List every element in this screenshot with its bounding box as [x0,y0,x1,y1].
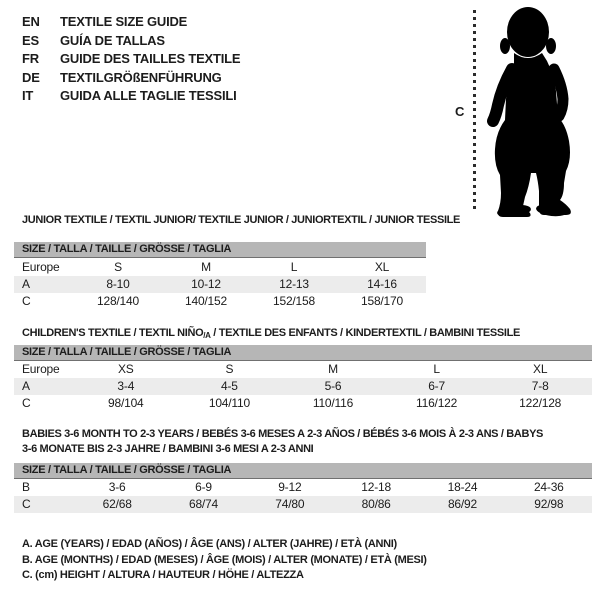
value-cell: 12-18 [361,480,391,494]
size-header-bar: SIZE / TALLA / TAILLE / GRÖSSE / TAGLIA [14,242,426,258]
row-label-cell: C [22,497,31,511]
language-code: EN [22,14,40,29]
language-title: GUIDA ALLE TAGLIE TESSILI [60,88,237,104]
value-cell: 140/152 [185,294,227,308]
table-row: A 3-4 4-5 5-6 6-7 7-8 [14,378,592,395]
height-measure-label: C [455,104,465,119]
value-cell: 5-6 [324,379,342,393]
baby-silhouette-icon [487,7,571,217]
height-dotted-line [473,10,476,211]
size-header-bar: SIZE / TALLA / TAILLE / GRÖSSE / TAGLIA [14,345,592,361]
value-cell: 98/104 [108,396,144,410]
language-code: FR [22,51,39,67]
row-label-cell: A [22,277,30,291]
size-cell: XL [374,260,390,274]
language-code: DE [22,69,40,85]
language-row-fr: FR GUIDE DES TAILLES TEXTILE [22,50,241,69]
value-cell: 8-10 [106,277,130,291]
row-label-cell: Europe [22,260,60,274]
language-row-it: IT GUIDA ALLE TAGLIE TESSILI [22,87,240,106]
value-cell: 4-5 [221,379,238,393]
legend-line-a: A. AGE (YEARS) / EDAD (AÑOS) / ÂGE (ANS)… [22,538,397,550]
size-cell: M [201,260,211,274]
size-cell: XL [533,362,548,376]
children-table-title: CHILDREN'S TEXTILE / TEXTIL NIÑO/A / TEX… [22,327,520,340]
row-label-cell: Europe [22,362,60,376]
junior-size-table: SIZE / TALLA / TAILLE / GRÖSSE / TAGLIA … [14,242,426,310]
value-cell: 6-7 [428,379,445,393]
size-cell: M [328,362,338,376]
size-cell: S [225,362,234,376]
value-cell: 80/86 [361,497,391,511]
value-cell: 104/110 [208,396,250,410]
legend-line-c: C. (cm) HEIGHT / ALTURA / HAUTEUR / HÖHE… [22,569,304,581]
size-cell: L [433,362,440,376]
language-title: GUIDE DES TAILLES TEXTILE [60,51,241,67]
value-cell: 110/116 [312,396,354,410]
language-title: GUÍA DE TALLAS [60,32,165,48]
value-cell: 6-9 [195,480,212,494]
row-label-cell: C [22,396,31,410]
language-row-es: ES GUÍA DE TALLAS [22,32,240,51]
table-row: Europe S M L XL [14,258,426,276]
value-cell: 116/122 [416,396,458,410]
value-cell: 152/158 [273,294,315,308]
value-cell: 62/68 [102,497,132,511]
size-cell: S [114,260,122,274]
value-cell: 12-13 [279,277,309,291]
value-cell: 7-8 [531,379,549,393]
row-label-cell: A [22,379,30,393]
value-cell: 24-36 [533,480,564,494]
row-label-cell: C [22,294,31,308]
legend-line-b: B. AGE (MONTHS) / EDAD (MESES) / ÂGE (MO… [22,553,427,566]
size-cell: XS [117,362,134,376]
children-title-post: / TEXTILE DES ENFANTS / KINDERTEXTIL / B… [210,327,520,339]
value-cell: 122/128 [519,396,562,410]
junior-table-title: JUNIOR TEXTILE / TEXTIL JUNIOR/ TEXTILE … [22,214,461,226]
row-label-cell: B [22,480,30,494]
value-cell: 9-12 [278,480,302,494]
table-row: A 8-10 10-12 12-13 14-16 [14,276,426,293]
table-row: Europe XS S M L XL [14,361,592,378]
language-title: TEXTILGRÖßENFÜHRUNG [60,69,222,85]
table-row: B 3-6 6-9 9-12 12-18 18-24 24-36 [14,479,592,496]
language-code: IT [22,88,34,104]
table-row: C 98/104 104/110 110/116 116/122 122/128 [14,395,592,412]
language-title-list: EN TEXTILE SIZE GUIDE ES GUÍA DE TALLAS … [22,13,241,106]
value-cell: 92/98 [534,497,564,511]
value-cell: 86/92 [447,497,477,511]
value-cell: 14-16 [367,277,397,291]
language-row-en: EN TEXTILE SIZE GUIDE [22,13,240,32]
babies-size-table: SIZE / TALLA / TAILLE / GRÖSSE / TAGLIA … [14,463,592,513]
language-code: ES [22,32,39,48]
children-title-pre: CHILDREN'S TEXTILE / TEXTIL NIÑO [22,327,204,339]
babies-table-title: BABIES 3-6 MONTH TO 2-3 YEARS / BEBÉS 3-… [22,428,544,455]
value-cell: 18-24 [447,480,478,494]
language-title: TEXTILE SIZE GUIDE [60,14,188,29]
value-cell: 128/140 [97,294,139,308]
value-cell: 3-6 [108,480,126,494]
language-row-de: DE TEXTILGRÖßENFÜHRUNG [22,69,240,88]
table-row: C 62/68 68/74 74/80 80/86 86/92 92/98 [14,496,592,513]
measurement-legend: A. AGE (YEARS) / EDAD (AÑOS) / ÂGE (ANS)… [22,537,427,584]
value-cell: 158/170 [361,294,403,308]
children-title-subscript: /A [203,331,211,340]
size-cell: L [290,260,298,274]
table-row: C 128/140 140/152 152/158 158/170 [14,293,426,310]
value-cell: 3-4 [117,379,135,393]
value-cell: 10-12 [191,277,221,291]
value-cell: 74/80 [275,497,305,511]
value-cell: 68/74 [188,497,218,511]
children-size-table: SIZE / TALLA / TAILLE / GRÖSSE / TAGLIA … [14,345,592,412]
size-header-bar: SIZE / TALLA / TAILLE / GRÖSSE / TAGLIA [14,463,592,479]
